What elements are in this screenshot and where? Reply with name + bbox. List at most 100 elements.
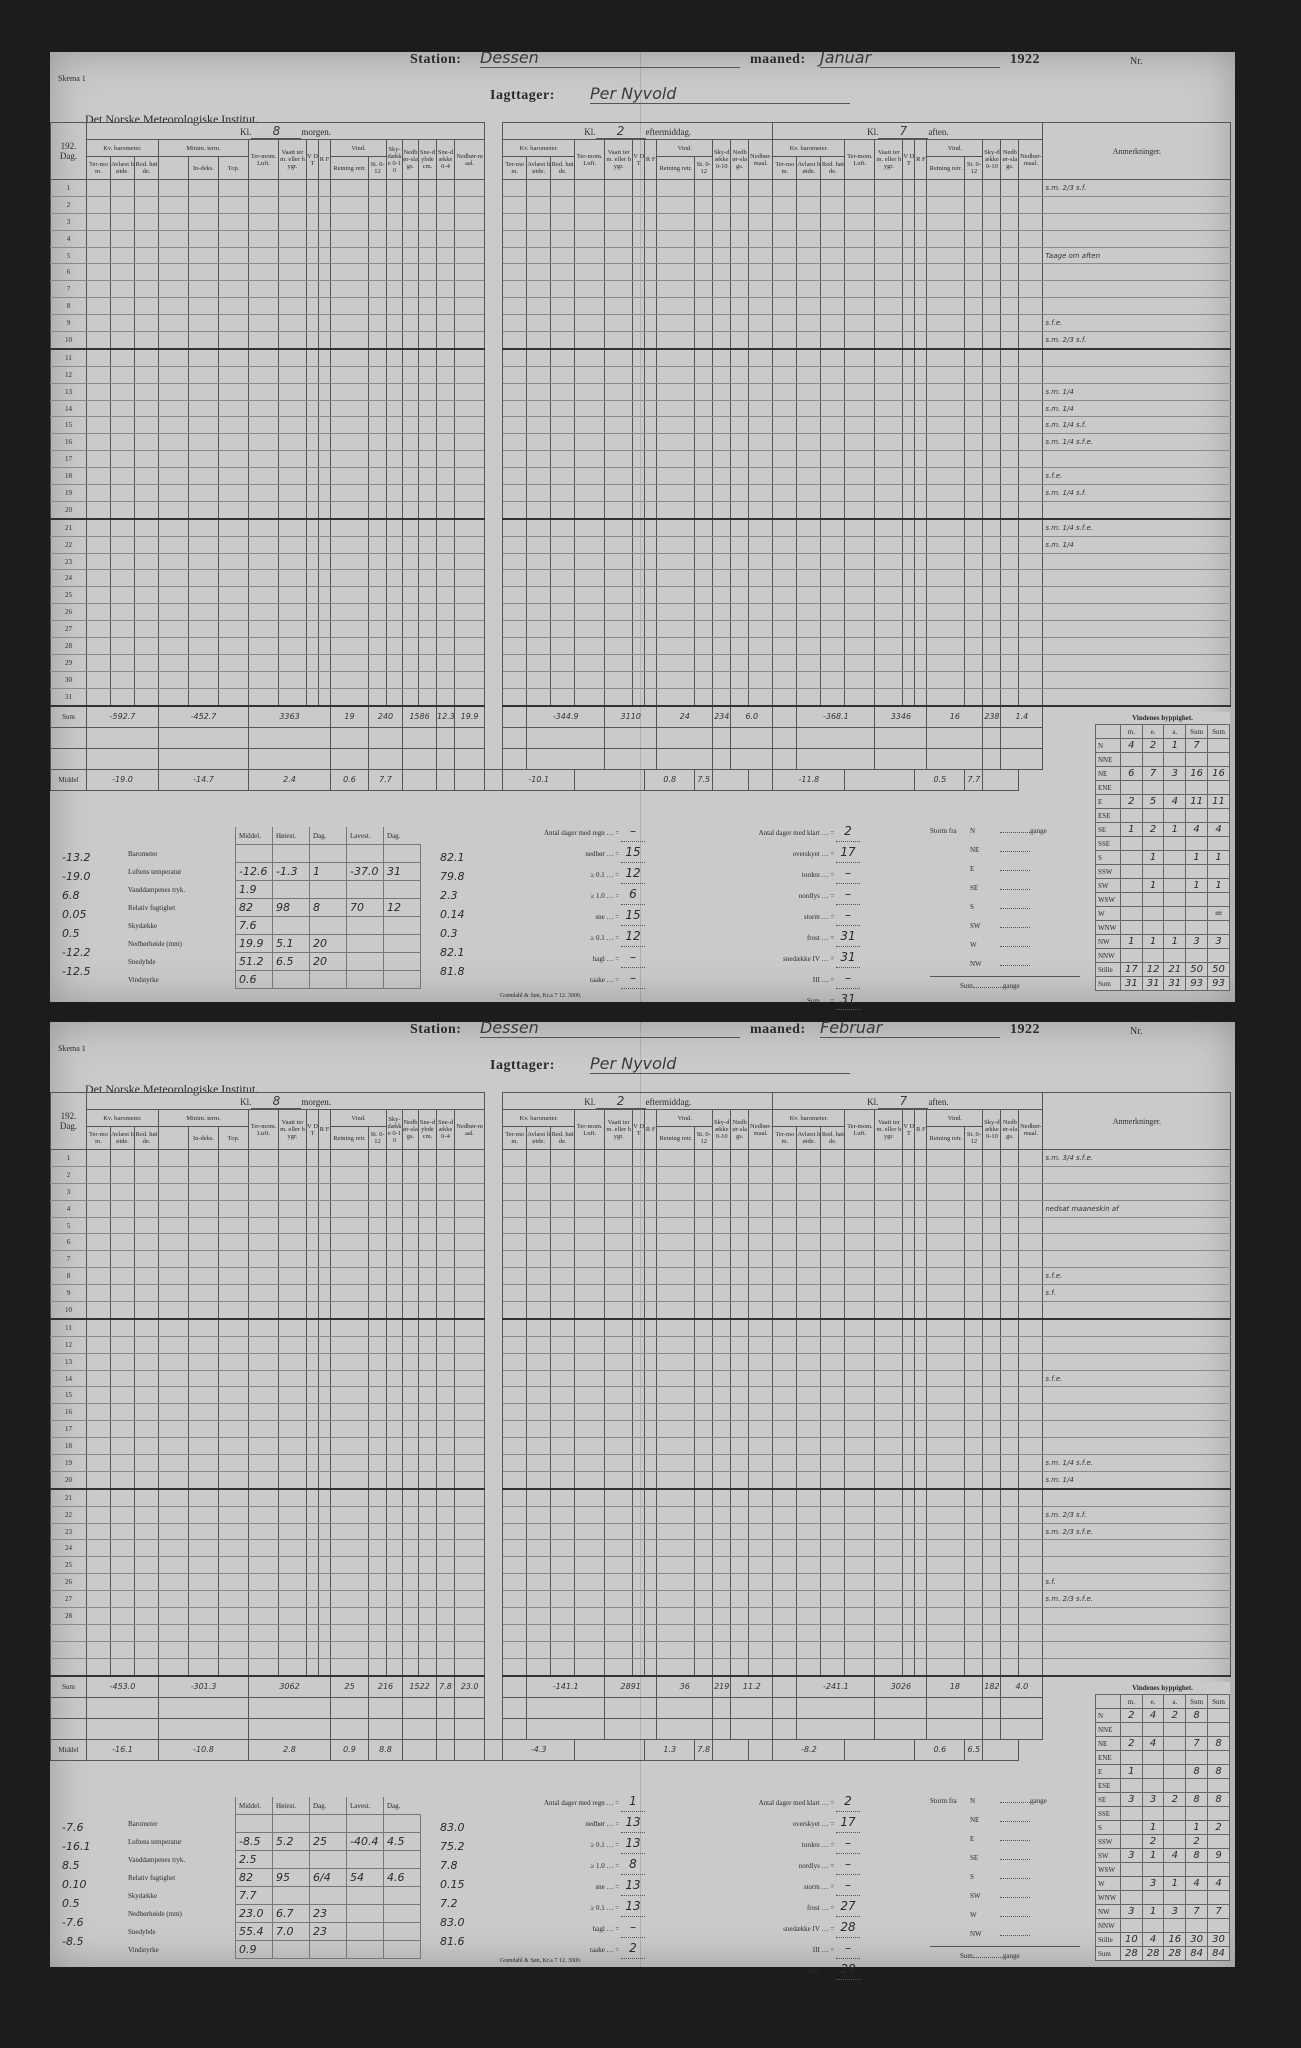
data-cell (632, 552, 646, 571)
remark-cell[interactable] (1042, 1640, 1232, 1659)
remark-cell[interactable]: s.m. 1/4 s.f.e. (1042, 1454, 1232, 1472)
remark-cell[interactable] (1042, 297, 1232, 316)
remark-cell[interactable] (1042, 1386, 1232, 1405)
remark-cell[interactable] (1042, 365, 1232, 384)
remark-cell[interactable] (1042, 1216, 1232, 1235)
data-cell (330, 365, 369, 384)
data-cell (188, 637, 219, 655)
remark-cell[interactable] (1042, 500, 1232, 520)
wind-count: 8 (1207, 1792, 1230, 1807)
remark-cell[interactable] (1042, 450, 1232, 469)
data-cell (964, 1488, 984, 1507)
data-cell (656, 331, 696, 350)
data-cell (656, 1149, 696, 1167)
data-cell (772, 179, 798, 197)
remark-cell[interactable]: nedsat maaneskin af (1042, 1199, 1232, 1218)
remark-cell[interactable]: s.m. 2/3 s.f. (1042, 1505, 1232, 1524)
data-cell (902, 1657, 916, 1677)
wind-count (1207, 1708, 1230, 1723)
data-cell (574, 1623, 606, 1642)
data-cell (982, 1556, 1002, 1575)
remark-cell[interactable] (1042, 212, 1232, 231)
evening-wind: 18 (926, 1675, 984, 1698)
remark-cell[interactable] (1042, 653, 1232, 672)
remark-cell[interactable] (1042, 1182, 1232, 1201)
remark-cell[interactable] (1042, 1539, 1232, 1558)
remark-cell[interactable] (1042, 280, 1232, 299)
remark-cell[interactable] (1042, 195, 1232, 214)
data-cell (604, 1590, 634, 1609)
remark-cell[interactable]: s.m. 1/4 (1042, 535, 1232, 554)
data-cell (218, 1284, 249, 1303)
evening-wind: 16 (926, 705, 984, 728)
data-cell (820, 1335, 846, 1354)
remark-cell[interactable] (1042, 1335, 1232, 1354)
remark-cell[interactable] (1042, 620, 1232, 639)
data-cell (730, 1386, 750, 1405)
remark-cell[interactable]: s.m. 1/4 (1042, 1470, 1232, 1490)
remark-cell[interactable] (1042, 603, 1232, 622)
data-cell (796, 1403, 822, 1422)
remark-cell[interactable] (1042, 1437, 1232, 1456)
remark-cell[interactable] (1042, 687, 1232, 707)
remark-cell[interactable]: s.m. 1/4 s.f.e. (1042, 433, 1232, 452)
data-cell (402, 603, 419, 622)
remark-cell[interactable]: s.m. 2/3 s.f. (1042, 179, 1232, 197)
remark-cell[interactable]: s.m. 1/4 s.f. (1042, 484, 1232, 502)
remark-cell[interactable]: s.m. 1/4 s.f. (1042, 416, 1232, 435)
data-cell (218, 1250, 249, 1269)
data-cell (86, 1267, 111, 1286)
data-cell (248, 1640, 279, 1659)
remark-cell[interactable]: s.m. 2/3 s.f.e. (1042, 1522, 1232, 1541)
remark-cell[interactable]: s.f. (1042, 1573, 1232, 1592)
remark-cell[interactable] (1042, 1165, 1232, 1184)
remark-cell[interactable]: s.f.e. (1042, 314, 1232, 333)
data-cell (644, 637, 658, 655)
nedbmaal-header: Nedbør-maal. (748, 139, 774, 180)
remark-cell[interactable] (1042, 1556, 1232, 1575)
remark-cell[interactable] (1042, 1607, 1232, 1625)
remark-cell[interactable] (1042, 1233, 1232, 1252)
data-cell (526, 1556, 552, 1575)
morning-baro: -453.0 (86, 1675, 159, 1698)
remark-cell[interactable] (1042, 1657, 1232, 1677)
data-cell (914, 552, 928, 571)
remark-cell[interactable]: s.m. 1/4 (1042, 399, 1232, 418)
data-cell (796, 179, 822, 197)
remark-cell[interactable]: s.m. 1/4 (1042, 382, 1232, 401)
data-cell (248, 348, 279, 367)
remark-cell[interactable] (1042, 637, 1232, 655)
minimum-subheader (158, 156, 189, 180)
remark-cell[interactable] (1042, 1420, 1232, 1439)
remark-cell[interactable] (1042, 552, 1232, 571)
remark-cell[interactable] (1042, 348, 1232, 367)
day-row: 15 s.m. 1/4 s.f. (50, 416, 1232, 435)
remark-cell[interactable] (1042, 586, 1232, 605)
data-cell (134, 1623, 159, 1642)
remark-cell[interactable] (1042, 1488, 1232, 1507)
remark-cell[interactable]: s.m. 2/3 s.f.e. (1042, 1590, 1232, 1609)
remark-cell[interactable]: Taage om aften (1042, 246, 1232, 265)
remark-cell[interactable]: s.f. (1042, 1284, 1232, 1303)
remark-cell[interactable]: s.m. 3/4 s.f.e. (1042, 1149, 1232, 1167)
data-cell (188, 1623, 219, 1642)
remark-cell[interactable] (1042, 263, 1232, 282)
data-cell (368, 229, 387, 248)
data-cell (1018, 399, 1044, 418)
remark-cell[interactable]: s.m. 2/3 s.f. (1042, 331, 1232, 350)
remark-cell[interactable]: s.f.e. (1042, 467, 1232, 486)
remark-cell[interactable] (1042, 1318, 1232, 1337)
remark-cell[interactable] (1042, 1301, 1232, 1320)
remark-cell[interactable] (1042, 670, 1232, 689)
remark-cell[interactable] (1042, 1403, 1232, 1422)
remark-cell[interactable] (1042, 1352, 1232, 1371)
remark-cell[interactable] (1042, 1250, 1232, 1269)
remark-cell[interactable] (1042, 569, 1232, 588)
remark-cell[interactable] (1042, 229, 1232, 248)
remark-cell[interactable]: s.f.e. (1042, 1369, 1232, 1388)
data-cell (248, 1522, 279, 1541)
day-row: 21 (50, 1488, 1232, 1507)
remark-cell[interactable] (1042, 1623, 1232, 1642)
remark-cell[interactable]: s.m. 1/4 s.f.e. (1042, 518, 1232, 537)
remark-cell[interactable]: s.f.e. (1042, 1267, 1232, 1286)
